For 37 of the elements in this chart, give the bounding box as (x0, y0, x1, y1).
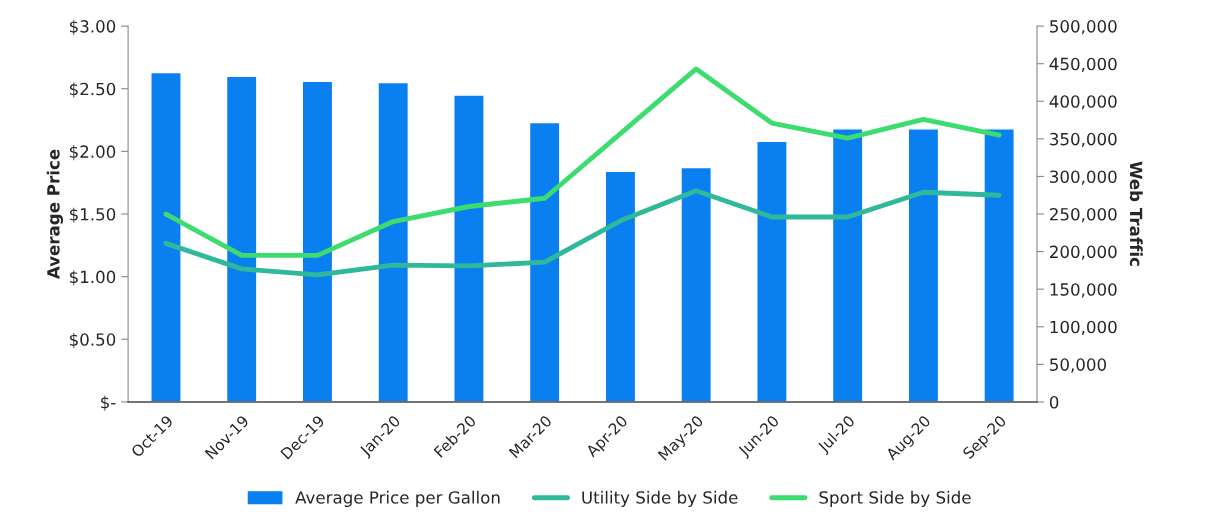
legend-label: Utility Side by Side (582, 490, 738, 507)
legend-label: Sport Side by Side (819, 490, 971, 507)
y2-tick-label: 200,000 (1050, 245, 1117, 260)
bar (528, 121, 561, 402)
y2-axis-title: Web Traffic (1129, 161, 1143, 266)
y-tick-label: $0.50 (69, 332, 116, 349)
bar (225, 75, 258, 402)
y2-tick-label: 100,000 (1050, 320, 1117, 336)
legend-label: Average Price per Gallon (295, 490, 500, 507)
y-tick-label: $3.00 (69, 19, 116, 35)
bar (301, 80, 334, 402)
line-series (163, 66, 1002, 258)
bar (907, 128, 940, 402)
y-tick-label: $2.00 (69, 145, 116, 161)
y2-tick-label: 300,000 (1050, 170, 1117, 185)
y-tick-label: $- (101, 395, 116, 411)
bar (756, 140, 788, 402)
y2-tick-label: 400,000 (1049, 95, 1117, 110)
y2-tick-label: 500,000 (1050, 20, 1117, 35)
bar (983, 128, 1015, 402)
y2-tick-label: 450,000 (1049, 57, 1117, 72)
y-tick-label: $2.50 (69, 82, 116, 98)
y2-tick-label: 150,000 (1050, 283, 1117, 298)
y-tick-label: $1.00 (69, 270, 116, 286)
line-series (163, 188, 1002, 278)
bar (604, 170, 637, 402)
bar (377, 81, 410, 402)
y2-tick-label: 0 (1049, 395, 1059, 409)
y-axis-title: Average Price (46, 149, 64, 280)
y2-tick-label: 250,000 (1050, 207, 1117, 223)
y-tick-label: $1.50 (69, 207, 116, 223)
y2-tick-label: 50,000 (1050, 358, 1107, 373)
bar (150, 71, 182, 402)
bar (680, 166, 713, 402)
bar (453, 94, 485, 402)
y2-tick-label: 350,000 (1050, 132, 1117, 148)
bar (831, 128, 864, 402)
